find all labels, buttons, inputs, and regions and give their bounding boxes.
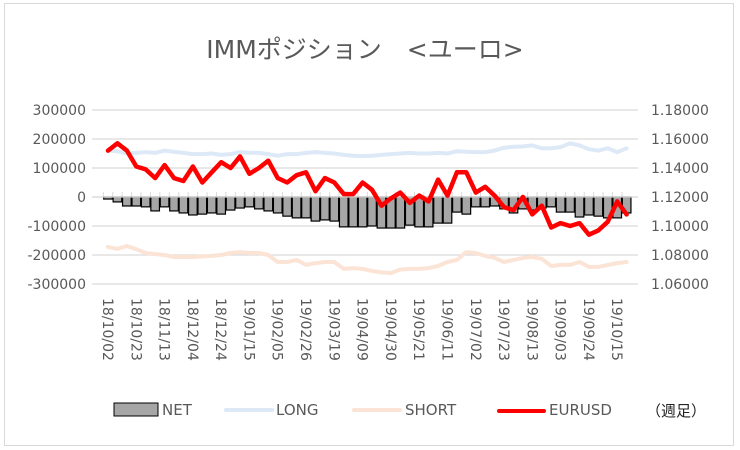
- legend: NET LONG SHORT EURUSD （週足）: [113, 401, 706, 420]
- x-tick-label: 18/10/02: [99, 298, 115, 361]
- y-left-tick-label: -100000: [28, 219, 87, 235]
- net-bar: [282, 196, 293, 217]
- y-left-tick-label: -300000: [28, 277, 87, 293]
- net-bar: [235, 196, 245, 209]
- net-bar: [367, 196, 377, 227]
- net-bar: [159, 196, 170, 208]
- y-left-tick-label: -200000: [28, 248, 87, 264]
- x-tick-label: 19/02/05: [269, 298, 285, 361]
- net-bar: [338, 196, 349, 228]
- net-bar: [414, 196, 425, 228]
- x-tick-label: 19/02/26: [297, 298, 313, 361]
- y-left-tick-label: 300000: [33, 103, 86, 119]
- net-bar: [263, 196, 274, 212]
- net-bar: [546, 196, 557, 208]
- x-tick-label: 19/09/24: [580, 298, 596, 361]
- y-right-tick-label: 1.10000: [651, 219, 709, 235]
- legend-swatch-net: [113, 402, 159, 417]
- y-right-tick-label: 1.18000: [651, 103, 709, 119]
- legend-label-net: NET: [162, 401, 193, 419]
- net-bar: [112, 196, 123, 203]
- net-bar: [442, 196, 453, 224]
- net-bar: [310, 196, 321, 222]
- net-bar: [348, 196, 359, 228]
- net-bar: [187, 196, 198, 216]
- x-tick-label: 18/12/24: [212, 298, 228, 361]
- legend-label-eurusd: EURUSD: [549, 401, 612, 419]
- net-bar: [272, 196, 283, 214]
- net-bar: [244, 196, 255, 208]
- x-tick-label: 19/07/23: [495, 298, 511, 361]
- net-bar: [131, 196, 142, 207]
- net-bar: [140, 196, 151, 208]
- legend-label-short: SHORT: [405, 401, 457, 419]
- net-bar: [461, 196, 472, 215]
- chart-title: IMMポジション <ユーロ>: [206, 35, 523, 64]
- y-left-tick-label: 200000: [33, 132, 86, 148]
- net-bar: [357, 196, 368, 228]
- net-bar: [178, 196, 189, 214]
- net-bar: [216, 196, 227, 215]
- x-tick-label: 19/01/15: [240, 298, 256, 361]
- x-tick-label: 19/08/13: [523, 298, 539, 361]
- net-bar: [206, 196, 217, 214]
- y-right-tick-label: 1.12000: [651, 190, 709, 206]
- net-bar: [395, 196, 406, 229]
- x-tick-label: 19/06/11: [438, 298, 454, 361]
- net-bar: [470, 196, 481, 208]
- short-line: [106, 244, 629, 275]
- x-tick-label: 19/05/21: [410, 298, 426, 361]
- net-bar: [584, 196, 594, 216]
- y-right-tick-label: 1.16000: [651, 132, 709, 148]
- net-bar: [593, 196, 604, 217]
- x-tick-label: 18/10/23: [127, 298, 143, 361]
- y-left-tick-label: 100000: [33, 161, 86, 177]
- x-tick-label: 18/11/13: [156, 298, 172, 361]
- net-bar: [253, 196, 264, 210]
- long-line: [106, 141, 629, 159]
- x-tick-label: 19/03/19: [325, 298, 341, 361]
- x-tick-label: 19/04/30: [382, 298, 398, 361]
- net-bar: [433, 196, 443, 224]
- y-right-tick-label: 1.06000: [651, 277, 709, 293]
- timeframe-note: （週足）: [646, 402, 706, 420]
- net-bar: [480, 196, 491, 208]
- net-bar: [197, 196, 208, 215]
- net-bar: [225, 196, 236, 211]
- y-right-tick-label: 1.14000: [651, 161, 709, 177]
- net-bar: [150, 196, 161, 212]
- x-tick-label: 19/04/09: [354, 298, 370, 361]
- x-tick-label: 19/10/15: [608, 298, 624, 361]
- y-right-tick-label: 1.08000: [651, 248, 709, 264]
- net-bar: [169, 196, 179, 212]
- net-bar: [121, 196, 132, 207]
- chart-frame: [4, 3, 734, 446]
- net-bar: [301, 196, 311, 219]
- y-left-tick-label: 0: [77, 190, 86, 206]
- net-bar: [319, 196, 330, 221]
- net-bar: [574, 196, 585, 218]
- x-tick-label: 19/09/03: [552, 298, 568, 361]
- x-tick-label: 18/12/04: [184, 298, 200, 361]
- net-bar: [329, 196, 340, 222]
- net-bar: [452, 196, 462, 213]
- x-tick-label: 19/07/02: [467, 298, 483, 361]
- net-bar: [291, 196, 302, 219]
- eurusd-line: [105, 141, 629, 237]
- net-bar: [565, 196, 575, 213]
- legend-label-long: LONG: [276, 401, 318, 419]
- net-bar: [555, 196, 566, 213]
